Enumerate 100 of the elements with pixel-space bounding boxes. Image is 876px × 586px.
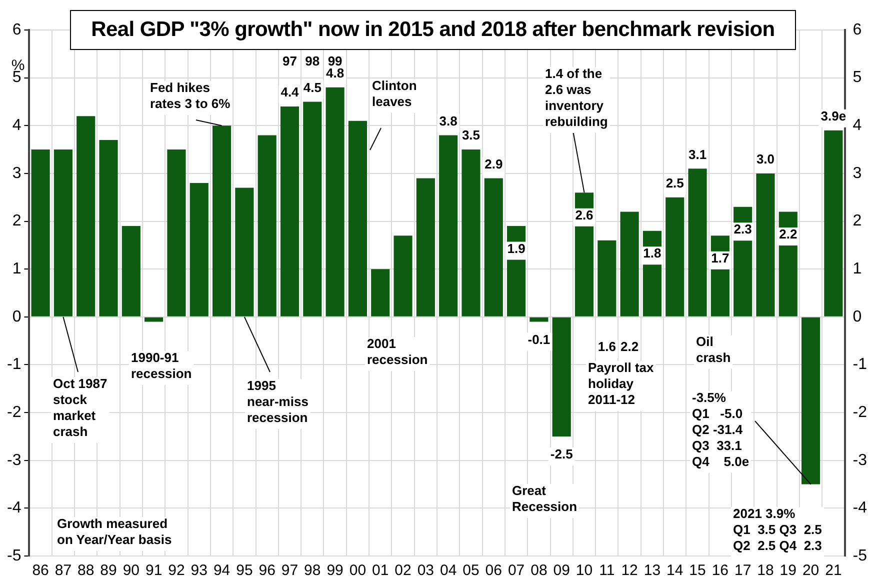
x-tick-label: 88 [78, 562, 94, 580]
x-tick-label: 12 [621, 562, 638, 580]
bar [666, 197, 684, 316]
bar [190, 183, 208, 316]
y-tick-label: -1 [6, 356, 22, 374]
y-tick-label: 2 [12, 212, 22, 230]
annotation: 97 [282, 54, 297, 69]
bar [99, 140, 118, 316]
x-tick-label: 09 [553, 562, 570, 580]
annotation: -3.5% Q1 -5.0 Q2 -31.4 Q3 33.1 Q4 5.0e [692, 390, 750, 470]
annotation: 2001 recession [367, 336, 428, 368]
x-tick-label: 06 [485, 562, 502, 580]
bar [258, 135, 276, 316]
bar [76, 116, 96, 316]
x-tick-label: 10 [576, 562, 593, 580]
y-tick-label: -3 [6, 452, 22, 469]
annotation: Great Recession [512, 483, 578, 514]
bar [348, 120, 367, 316]
bar [303, 102, 322, 316]
y-tick-label: 6 [12, 21, 22, 38]
bar [756, 173, 775, 316]
annotation: Growth measured on Year/Year basis [57, 516, 172, 548]
annotation: Clinton leaves [372, 78, 417, 110]
x-tick-label: 04 [440, 562, 457, 580]
x-tick-label: 20 [802, 562, 820, 580]
y2-tick-label: -3 [852, 452, 868, 469]
x-tick-label: 11 [599, 562, 615, 580]
x-tick-label: 99 [326, 562, 344, 580]
y2-tick-label: 3 [852, 164, 862, 182]
x-tick-label: 00 [349, 562, 366, 580]
bar [122, 226, 140, 316]
data-label: 2.2 [620, 338, 639, 354]
y2-tick-label: 0 [852, 308, 862, 326]
bar [212, 126, 232, 316]
data-label: 4.4 [280, 84, 300, 100]
data-label: 4.5 [303, 80, 322, 95]
y-tick-label: -2 [6, 404, 22, 421]
x-tick-label: 08 [530, 562, 548, 580]
y2-tick-label: -5 [852, 547, 868, 564]
x-tick-label: 07 [508, 562, 525, 580]
y2-tick-label: 2 [852, 212, 862, 230]
x-tick-label: 97 [281, 562, 298, 580]
data-label: 2.3 [734, 222, 752, 237]
x-tick-label: 87 [54, 562, 72, 580]
x-tick-label: 15 [689, 562, 706, 580]
x-tick-label: 02 [394, 562, 412, 580]
x-tick-label: 16 [712, 562, 729, 580]
y2-tick-label: -4 [852, 500, 868, 517]
annotation: Oil crash [696, 334, 731, 366]
y-tick-label: 4 [12, 117, 22, 134]
bar [439, 135, 458, 316]
y2-tick-label: 6 [852, 21, 862, 38]
bar [371, 269, 390, 316]
y2-tick-label: -2 [852, 404, 868, 421]
y-tick-label: 3 [12, 164, 22, 182]
data-label: -0.1 [528, 332, 550, 347]
data-label: 2.5 [666, 175, 684, 190]
data-label: 1.7 [711, 250, 730, 266]
annotation: 1.4 of the 2.6 was inventory rebuilding [545, 66, 608, 130]
bar [462, 150, 480, 316]
bar [54, 150, 72, 316]
bar [416, 178, 435, 316]
data-label: 3.5 [462, 128, 480, 143]
x-tick-label: 91 [145, 562, 162, 580]
chart-title: Real GDP "3% growth" now in 2015 and 2018 after benchmark revision [70, 10, 796, 50]
x-tick-label: 03 [417, 562, 434, 580]
annotation: Fed hikes rates 3 to 6% [150, 80, 231, 112]
annotation: 1995 near-miss recession [247, 378, 308, 426]
data-label: 3.8 [439, 113, 458, 128]
data-label: 3.0 [756, 152, 775, 167]
x-tick-label: 93 [190, 562, 208, 580]
annotation: 1990-91 recession [131, 350, 192, 382]
bar [688, 168, 707, 316]
x-tick-label: 17 [734, 562, 752, 580]
annotation: Oct 1987 stock market crash [53, 376, 108, 440]
data-label: 2.9 [484, 156, 503, 172]
bar [598, 240, 616, 316]
x-tick-label: 18 [757, 562, 774, 580]
y-tick-label: -4 [6, 500, 22, 517]
x-tick-label: 89 [100, 562, 117, 580]
bar [802, 317, 820, 484]
data-label: 2.2 [779, 226, 798, 242]
bar [484, 178, 503, 316]
y-tick-label: -5 [6, 547, 22, 564]
bar [326, 87, 344, 316]
annotation: 2021 3.9% Q1 3.5 Q3 2.5 Q2 2.5 Q4 2.3 [733, 506, 822, 554]
y-tick-label: 1 [12, 260, 22, 278]
x-tick-label: 19 [780, 562, 796, 580]
annotation: Payroll tax holiday 2011-12 [588, 360, 655, 408]
x-tick-label: 92 [168, 562, 185, 580]
bar [31, 150, 50, 316]
x-tick-label: 01 [372, 562, 389, 580]
x-tick-label: 90 [122, 562, 140, 580]
x-tick-label: 86 [32, 562, 49, 580]
bar [235, 188, 254, 316]
bar [280, 106, 300, 316]
x-tick-label: 21 [825, 562, 842, 580]
data-label: -2.5 [550, 446, 573, 462]
data-label: 1.6 [598, 338, 616, 354]
x-tick-label: 94 [213, 562, 230, 580]
